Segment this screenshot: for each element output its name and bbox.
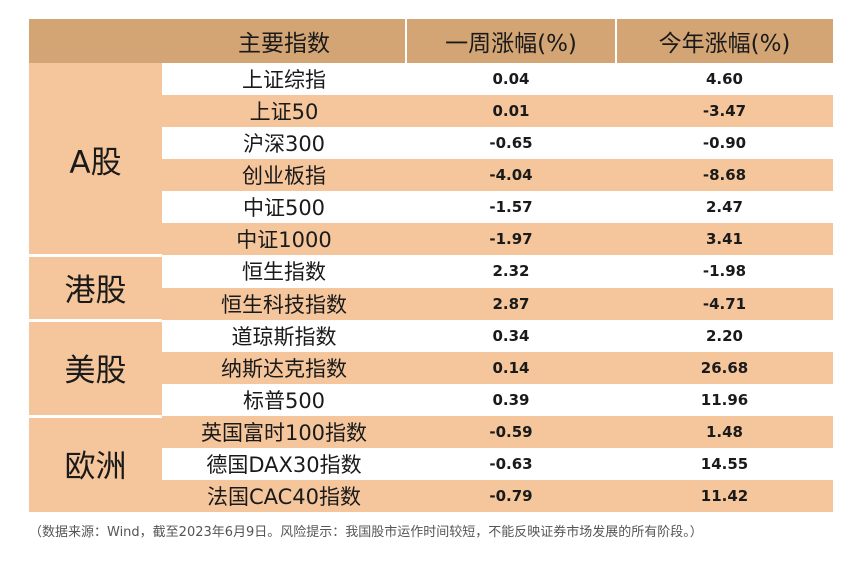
week-change-cell: -4.04 (406, 159, 616, 192)
week-change-cell: 0.04 (492, 70, 530, 89)
ytd-change-cell: -0.90 (702, 134, 747, 153)
header-divider (405, 19, 407, 63)
index-name-cell: 沪深300 (242, 132, 326, 157)
ytd-change-cell: 26.68 (616, 351, 833, 384)
index-name-cell: 德国DAX30指数 (206, 452, 362, 477)
source-note: （数据来源：Wind，截至2023年6月9日。风险提示：我国股市运作时间较短，不… (29, 525, 703, 540)
index-name-cell: 恒生科技指数 (162, 287, 406, 320)
group-label: A股 (29, 63, 162, 256)
index-name-cell: 中证500 (242, 196, 326, 221)
ytd-change-cell: 11.42 (616, 479, 833, 512)
index-name-cell: 恒生指数 (242, 260, 326, 285)
index-name-cell: 上证综指 (242, 68, 326, 93)
group-separator (29, 414, 162, 418)
ytd-change-cell: -1.98 (702, 262, 747, 281)
index-name-cell: 道琼斯指数 (231, 324, 337, 349)
header-week-change: 一周涨幅(%) (406, 19, 616, 63)
ytd-change-cell: 4.60 (705, 70, 743, 89)
index-name-cell: 标普500 (242, 388, 326, 413)
ytd-change-cell: -4.71 (616, 287, 833, 320)
ytd-change-cell: 1.48 (616, 415, 833, 448)
ytd-change-cell: 2.20 (705, 326, 743, 345)
header-divider (615, 19, 617, 63)
ytd-change-cell: 2.47 (705, 198, 743, 217)
week-change-cell: 0.34 (492, 326, 530, 345)
ytd-change-cell: 3.41 (616, 223, 833, 256)
week-change-cell: 2.32 (492, 262, 530, 281)
group-separator (29, 254, 162, 258)
week-change-cell: -0.63 (489, 454, 533, 473)
header-corner (29, 19, 162, 63)
index-name-cell: 纳斯达克指数 (162, 351, 406, 384)
week-change-cell: -1.97 (406, 223, 616, 256)
group-label: 港股 (29, 255, 162, 320)
index-name-cell: 中证1000 (162, 223, 406, 256)
index-performance-table: 主要指数 一周涨幅(%) 今年涨幅(%) A股 上证综指 0.04 4.60 上证50 0… (29, 19, 833, 512)
week-change-cell: 0.14 (406, 351, 616, 384)
ytd-change-cell: -3.47 (616, 95, 833, 128)
ytd-change-cell: 14.55 (700, 454, 749, 473)
week-change-cell: 0.39 (492, 390, 530, 409)
group-label: 美股 (29, 319, 162, 416)
week-change-cell: -0.59 (406, 415, 616, 448)
index-name-cell: 上证50 (162, 95, 406, 128)
index-name-cell: 法国CAC40指数 (162, 479, 406, 512)
index-name-cell: 创业板指 (162, 159, 406, 192)
header-ytd-change: 今年涨幅(%) (616, 19, 833, 63)
week-change-cell: 2.87 (406, 287, 616, 320)
ytd-change-cell: -8.68 (616, 159, 833, 192)
header-index-name: 主要指数 (162, 19, 406, 63)
week-change-cell: 0.01 (406, 95, 616, 128)
week-change-cell: -0.79 (406, 479, 616, 512)
week-change-cell: -0.65 (489, 134, 533, 153)
ytd-change-cell: 11.96 (700, 390, 749, 409)
index-name-cell: 英国富时100指数 (162, 415, 406, 448)
group-separator (29, 318, 162, 322)
group-label: 欧洲 (29, 415, 162, 512)
week-change-cell: -1.57 (489, 198, 533, 217)
